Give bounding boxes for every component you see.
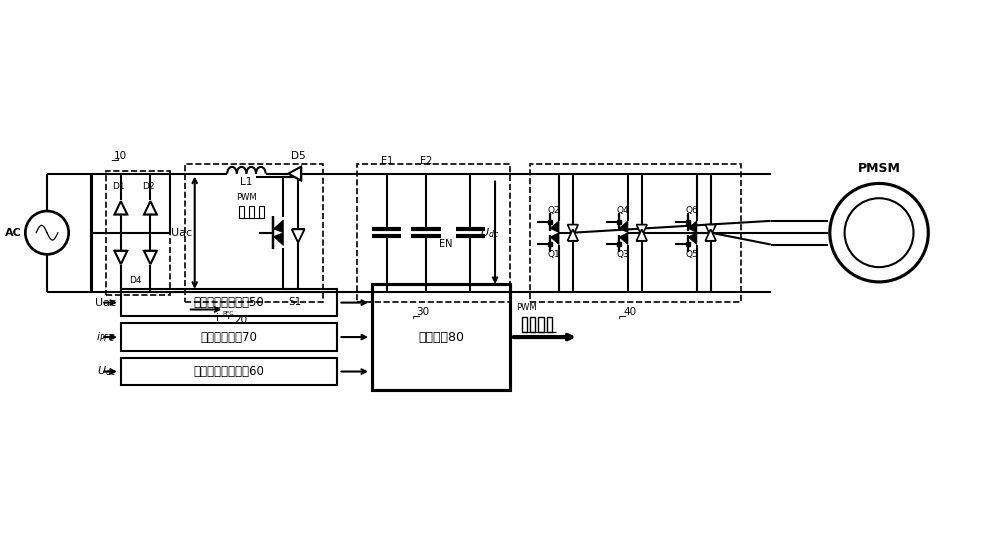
Text: Q3: Q3 (617, 250, 629, 259)
Text: Q6: Q6 (686, 206, 698, 215)
Text: 30: 30 (416, 307, 429, 317)
Text: AC: AC (5, 228, 21, 238)
Polygon shape (636, 224, 647, 236)
Bar (547, 317, 552, 332)
Polygon shape (636, 229, 647, 241)
Text: i: i (216, 314, 219, 324)
Text: PWM: PWM (237, 193, 257, 202)
Polygon shape (114, 201, 127, 214)
Text: ⌐: ⌐ (227, 314, 237, 324)
Bar (106, 171, 170, 295)
Polygon shape (550, 233, 559, 245)
Text: ⌐: ⌐ (411, 314, 421, 324)
Bar (530, 164, 741, 301)
Bar (259, 206, 264, 218)
Polygon shape (273, 233, 283, 245)
Text: 电流采样单兣70: 电流采样单兣70 (201, 331, 258, 343)
Text: PMSM: PMSM (858, 162, 900, 175)
Text: ⌐: ⌐ (108, 151, 118, 161)
Text: 控制单兣80: 控制单兣80 (418, 331, 464, 343)
Text: PFC: PFC (222, 311, 234, 316)
Polygon shape (144, 251, 157, 264)
Polygon shape (550, 221, 559, 233)
Text: EN: EN (439, 239, 453, 249)
Polygon shape (688, 233, 697, 245)
Polygon shape (568, 224, 578, 236)
Polygon shape (114, 251, 127, 264)
Polygon shape (144, 201, 157, 214)
Bar (357, 164, 510, 301)
Text: ⌐: ⌐ (618, 314, 627, 324)
Bar (522, 317, 527, 332)
Text: D5: D5 (291, 151, 305, 161)
Text: Q5: Q5 (686, 250, 698, 259)
Text: $U_{dc}$: $U_{dc}$ (480, 226, 500, 239)
Polygon shape (688, 221, 697, 233)
Text: Q2: Q2 (548, 206, 560, 215)
Polygon shape (292, 229, 305, 243)
Polygon shape (619, 221, 628, 233)
Bar (121, 358, 337, 386)
Text: D1: D1 (113, 182, 125, 191)
Text: Uac: Uac (171, 228, 192, 238)
Polygon shape (619, 233, 628, 245)
Bar (239, 206, 244, 218)
Bar (538, 317, 544, 332)
Text: E2: E2 (420, 156, 432, 166)
Text: Q4: Q4 (617, 206, 629, 215)
Text: 第二电压采样单兣60: 第二电压采样单兣60 (194, 365, 265, 378)
Text: 第一电压采样单元50: 第一电压采样单元50 (194, 296, 265, 309)
Text: 10: 10 (114, 151, 127, 161)
Text: PWM: PWM (516, 304, 537, 312)
Text: E1: E1 (381, 156, 393, 166)
Text: S1: S1 (288, 297, 302, 307)
Bar (249, 206, 254, 218)
Text: 20: 20 (234, 315, 247, 325)
Text: D4: D4 (129, 276, 142, 285)
Text: L1: L1 (240, 177, 253, 187)
Text: 40: 40 (623, 307, 636, 317)
Bar (121, 289, 337, 316)
Bar (121, 324, 337, 351)
Text: D2: D2 (142, 182, 155, 191)
Polygon shape (705, 224, 716, 236)
Polygon shape (288, 167, 301, 181)
Text: Uac: Uac (95, 297, 116, 307)
Bar (530, 317, 535, 332)
Bar (185, 164, 323, 301)
Text: $i_{PFC}$: $i_{PFC}$ (96, 330, 116, 344)
Polygon shape (568, 229, 578, 241)
Polygon shape (705, 229, 716, 241)
Text: Q1: Q1 (548, 250, 560, 259)
Bar (372, 284, 510, 390)
Text: $U_{dc}$: $U_{dc}$ (97, 365, 116, 378)
Polygon shape (273, 220, 283, 233)
